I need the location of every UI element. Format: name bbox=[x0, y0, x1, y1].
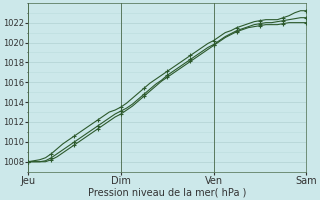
X-axis label: Pression niveau de la mer( hPa ): Pression niveau de la mer( hPa ) bbox=[88, 187, 246, 197]
